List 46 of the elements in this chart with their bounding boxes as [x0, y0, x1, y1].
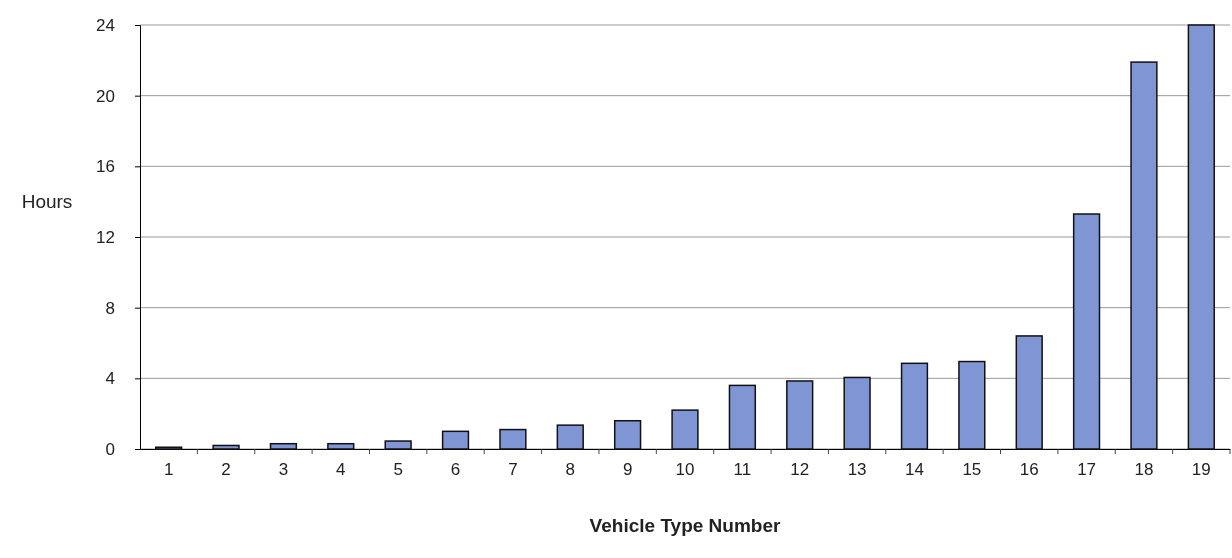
bar: [441, 430, 470, 450]
y-axis-title: Hours: [21, 191, 73, 212]
bar: [269, 442, 298, 450]
bar: [212, 444, 240, 450]
x-tick-label: 2: [221, 460, 231, 480]
bar: [556, 424, 584, 450]
x-tick-label: 6: [450, 460, 461, 480]
y-tick-label: 8: [105, 298, 115, 318]
x-tick-label: 7: [508, 460, 518, 480]
x-tick-label: 18: [1134, 460, 1154, 480]
x-tick-label: 17: [1077, 460, 1097, 480]
bar: [900, 362, 929, 450]
bar: [958, 360, 986, 450]
x-tick-label: 15: [962, 460, 982, 480]
bar: [671, 409, 699, 450]
x-tick-label: 13: [847, 460, 867, 480]
y-tick-label: 12: [96, 227, 115, 247]
bar: [786, 380, 814, 450]
x-tick-label: 11: [733, 460, 752, 480]
x-tick-label: 12: [790, 460, 810, 480]
x-tick-label: 10: [675, 460, 695, 480]
x-tick-label: 1: [163, 460, 174, 480]
y-tick-label: 4: [105, 369, 115, 389]
x-tick-label: 16: [1019, 460, 1039, 480]
bar: [843, 376, 871, 450]
bar: [1130, 61, 1158, 450]
x-tick-label: 9: [622, 460, 633, 480]
bar: [1015, 335, 1043, 450]
y-tick-label: 16: [96, 157, 115, 177]
y-tick-label: 24: [96, 15, 115, 35]
x-tick-label: 5: [393, 460, 403, 480]
bar: [1187, 24, 1215, 450]
y-tick-label: 20: [96, 86, 115, 106]
x-tick-label: 14: [905, 460, 924, 480]
y-tick-label: 0: [105, 439, 115, 459]
x-tick-label: 19: [1191, 460, 1211, 480]
bar: [384, 440, 412, 450]
bar: [728, 384, 757, 450]
x-tick-label: 3: [278, 460, 289, 480]
x-tick-label: 4: [336, 460, 346, 480]
bar: [327, 442, 355, 450]
bar: [499, 428, 527, 450]
x-tick-label: 8: [565, 460, 575, 480]
bar: [613, 419, 642, 450]
bar: [1072, 213, 1101, 450]
x-axis-title: Vehicle Type Number: [589, 515, 781, 536]
